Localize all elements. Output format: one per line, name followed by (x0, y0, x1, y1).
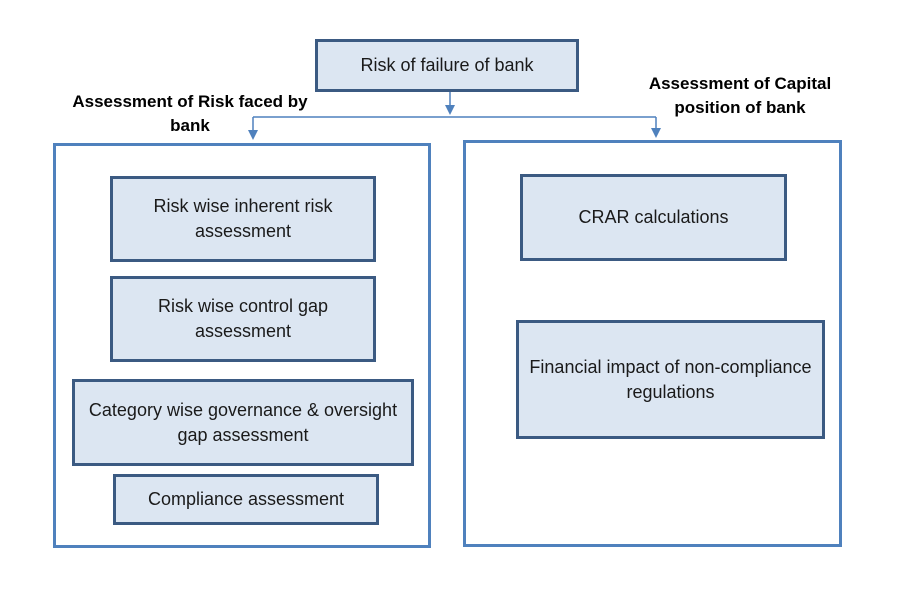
risk-assessment-heading: Assessment of Risk faced by bank (72, 92, 308, 135)
control-gap-node: Risk wise control gap assessment (110, 276, 376, 362)
root-node-label: Risk of failure of bank (360, 55, 534, 75)
capital-assessment-heading: Assessment of Capital position of bank (648, 74, 832, 117)
crar-node: CRAR calculations (520, 174, 787, 261)
compliance-node: Compliance assessment (113, 474, 379, 525)
governance-gap-label: Category wise governance & oversight gap… (88, 399, 398, 445)
inherent-risk-node: Risk wise inherent risk assessment (110, 176, 376, 262)
crar-label: CRAR calculations (578, 207, 729, 227)
control-gap-label: Risk wise control gap assessment (157, 296, 329, 341)
compliance-label: Compliance assessment (147, 489, 345, 509)
governance-gap-node: Category wise governance & oversight gap… (72, 379, 414, 466)
risk-assessment-container (53, 143, 431, 548)
inherent-risk-label: Risk wise inherent risk assessment (153, 196, 333, 241)
root-node: Risk of failure of bank (315, 39, 579, 92)
capital-assessment-container (463, 140, 842, 547)
financial-impact-label: Financial impact of non-compliance regul… (529, 356, 812, 402)
financial-impact-node: Financial impact of non-compliance regul… (516, 320, 825, 439)
